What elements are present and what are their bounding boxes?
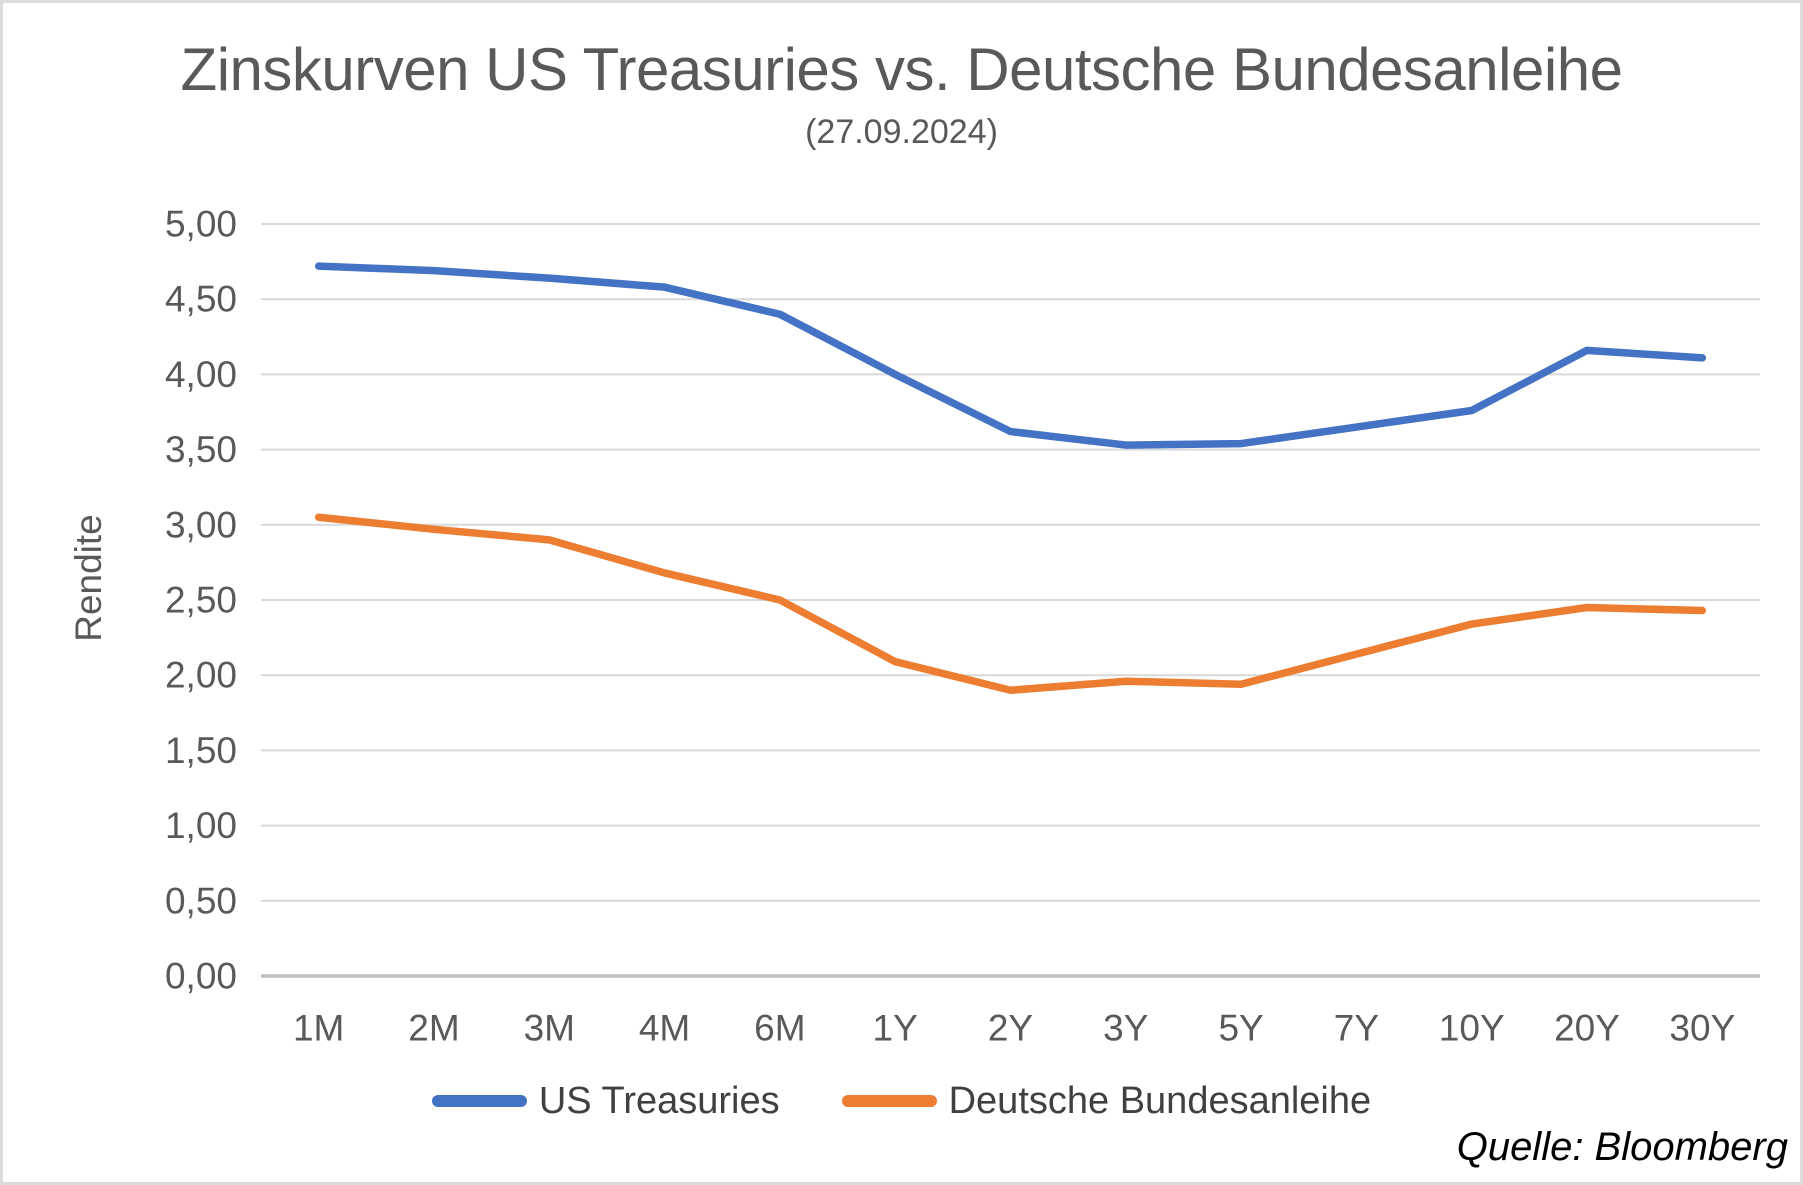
series-line-us-treasuries xyxy=(314,262,1707,449)
y-tick-label: 2,50 xyxy=(165,580,237,621)
y-tick-label: 1,00 xyxy=(165,805,237,846)
y-tick-label: 2,00 xyxy=(165,655,237,696)
x-tick-label: 4M xyxy=(639,1008,690,1049)
x-tick-label: 20Y xyxy=(1554,1008,1620,1049)
x-tick-label: 1M xyxy=(293,1008,344,1049)
x-tick-label: 6M xyxy=(754,1008,805,1049)
y-tick-label: 0,50 xyxy=(165,880,237,921)
source-note: Quelle: Bloomberg xyxy=(1456,1125,1788,1169)
legend-swatch-us-treasuries xyxy=(431,1095,527,1107)
x-tick-label: 3M xyxy=(524,1008,575,1049)
x-tick-label: 10Y xyxy=(1439,1008,1505,1049)
y-tick-label: 0,00 xyxy=(165,956,237,997)
y-tick-label: 4,00 xyxy=(165,354,237,395)
x-tick-label: 1Y xyxy=(873,1008,918,1049)
x-tick-label: 7Y xyxy=(1334,1008,1379,1049)
legend: US Treasuries Deutsche Bundesanleihe xyxy=(3,1075,1800,1127)
legend-label: Deutsche Bundesanleihe xyxy=(948,1079,1372,1122)
plot-area: 0,00 0,50 1,00 1,50 2,00 2,50 3,00 3,50 4,00 4,50… xyxy=(165,204,1760,1049)
y-axis-title: Rendite xyxy=(68,514,109,642)
x-tick-label: 5Y xyxy=(1218,1008,1263,1049)
x-tick-label: 2M xyxy=(408,1008,459,1049)
y-tick-label: 3,00 xyxy=(165,504,237,545)
legend-label: US Treasuries xyxy=(538,1079,780,1122)
legend-swatch-deutsche-bundesanleihe xyxy=(841,1095,937,1107)
y-tick-label: 3,50 xyxy=(165,429,237,470)
chart-title: Zinskurven US Treasuries vs. Deutsche Bu… xyxy=(180,36,1623,103)
x-tick-label: 30Y xyxy=(1669,1008,1735,1049)
x-tick-label: 2Y xyxy=(988,1008,1033,1049)
legend-item-us-treasuries: US Treasuries xyxy=(431,1079,780,1123)
y-tick-label: 4,50 xyxy=(165,279,237,320)
y-tick-label: 1,50 xyxy=(165,730,237,771)
y-tick-label: 5,00 xyxy=(165,204,237,245)
legend-item-deutsche-bundesanleihe: Deutsche Bundesanleihe xyxy=(841,1079,1372,1123)
chart-subtitle: (27.09.2024) xyxy=(805,113,998,151)
x-tick-label: 3Y xyxy=(1103,1008,1148,1049)
series-line-deutsche-bundesanleihe xyxy=(314,513,1707,694)
